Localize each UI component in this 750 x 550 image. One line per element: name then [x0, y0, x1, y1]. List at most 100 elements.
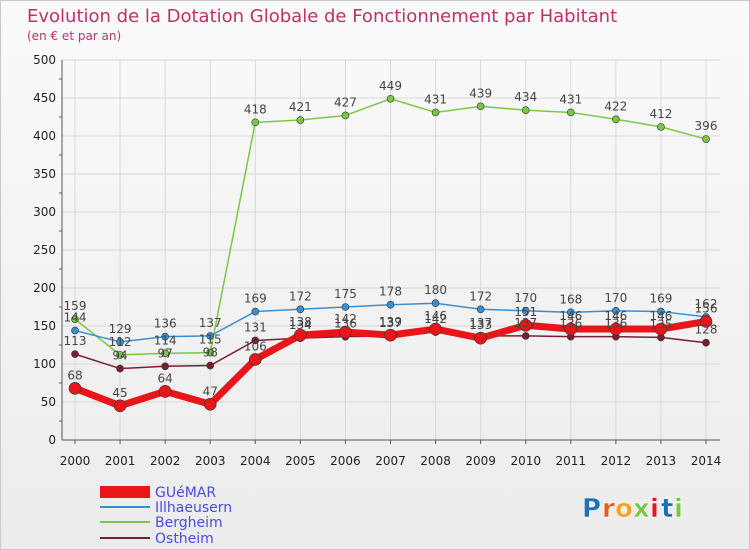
x-tick-label: 2003 [195, 454, 226, 468]
data-point [251, 336, 260, 345]
data-point [476, 102, 485, 111]
data-point [431, 299, 440, 308]
data-label: 146 [604, 309, 627, 323]
x-tick-label: 2004 [240, 454, 271, 468]
data-label: 128 [695, 323, 718, 337]
y-tick-label: 250 [33, 243, 56, 257]
x-tick-label: 2005 [285, 454, 316, 468]
data-point [474, 331, 487, 345]
data-label: 175 [334, 287, 357, 301]
data-label: 137 [514, 316, 537, 330]
data-label: 159 [64, 299, 87, 313]
x-tick-label: 2009 [465, 454, 496, 468]
x-tick-label: 2010 [510, 454, 541, 468]
data-label: 431 [559, 92, 582, 106]
data-label: 170 [604, 291, 627, 305]
data-point [251, 118, 260, 127]
data-label: 146 [424, 309, 447, 323]
data-point [431, 108, 440, 117]
data-label: 136 [334, 317, 357, 331]
logo-letter: t [661, 494, 673, 524]
chart-subtitle: (en € et par an) [27, 29, 121, 43]
data-label: 421 [289, 100, 312, 114]
x-tick-label: 2014 [691, 454, 722, 468]
data-label: 142 [334, 312, 357, 326]
data-point [296, 305, 305, 314]
data-point [657, 123, 665, 131]
x-tick-label: 2001 [105, 454, 136, 468]
data-label: 418 [244, 102, 267, 116]
data-point [384, 328, 397, 342]
data-point [654, 322, 668, 336]
data-point [161, 349, 169, 358]
data-label: 396 [695, 119, 718, 133]
data-point [702, 135, 710, 143]
data-point [566, 308, 575, 317]
data-point [206, 361, 215, 370]
data-point [71, 350, 79, 358]
x-tick-label: 2012 [601, 454, 632, 468]
data-label: 422 [604, 99, 627, 113]
y-tick-label: 50 [41, 395, 56, 409]
data-point [657, 307, 665, 316]
data-label: 434 [514, 90, 537, 104]
data-label: 113 [64, 334, 87, 348]
data-label: 178 [379, 285, 402, 299]
data-label: 98 [203, 346, 218, 360]
data-point [521, 306, 530, 315]
data-label: 144 [64, 311, 87, 325]
data-point [564, 322, 578, 336]
data-point [203, 397, 217, 411]
data-point [116, 351, 124, 359]
series-lines [68, 94, 713, 413]
data-label: 427 [334, 95, 357, 109]
data-label: 412 [649, 107, 672, 121]
logo-letter: x [633, 494, 650, 524]
data-label: 156 [695, 301, 718, 315]
data-point [341, 303, 350, 311]
y-tick-label: 350 [33, 167, 56, 181]
data-point [612, 306, 620, 315]
y-tick-label: 150 [33, 319, 56, 333]
data-label: 146 [649, 309, 672, 323]
data-point [113, 399, 127, 413]
data-label: 68 [67, 368, 82, 382]
data-label: 135 [649, 317, 672, 331]
data-point [158, 385, 172, 398]
data-point [429, 322, 442, 336]
data-label: 131 [244, 320, 267, 334]
data-point [521, 332, 530, 340]
data-point [699, 315, 713, 328]
data-label: 136 [604, 317, 627, 331]
data-label: 439 [469, 86, 492, 100]
data-label: 137 [199, 316, 222, 330]
logo-letter: i [674, 494, 683, 524]
chart-title: Evolution de la Dotation Globale de Fonc… [27, 6, 617, 27]
data-point [116, 338, 124, 346]
y-tick-label: 0 [48, 433, 56, 447]
data-point [251, 307, 260, 316]
data-label: 169 [649, 292, 672, 306]
x-tick-label: 2007 [375, 454, 406, 468]
data-label: 146 [559, 309, 582, 323]
legend-label-bergheim: Bergheim [155, 515, 223, 531]
data-label: 115 [199, 333, 222, 347]
data-label: 170 [514, 291, 537, 305]
data-label: 47 [203, 384, 218, 398]
data-point [248, 353, 262, 366]
logo-letter: P [582, 494, 601, 524]
data-label: 138 [289, 315, 312, 329]
data-label: 151 [514, 305, 537, 319]
y-tick-label: 400 [33, 129, 56, 143]
data-label: 137 [379, 316, 402, 330]
y-tick-label: 450 [33, 91, 56, 105]
data-label: 136 [154, 317, 177, 331]
data-label: 169 [244, 292, 267, 306]
data-point [386, 94, 395, 103]
data-label: 139 [379, 315, 402, 329]
legend-label-ostheim: Ostheim [155, 531, 214, 547]
data-labels: 68 45 64 47 106 138 142 139 146 133 151 146 146 146 15… [64, 79, 718, 400]
